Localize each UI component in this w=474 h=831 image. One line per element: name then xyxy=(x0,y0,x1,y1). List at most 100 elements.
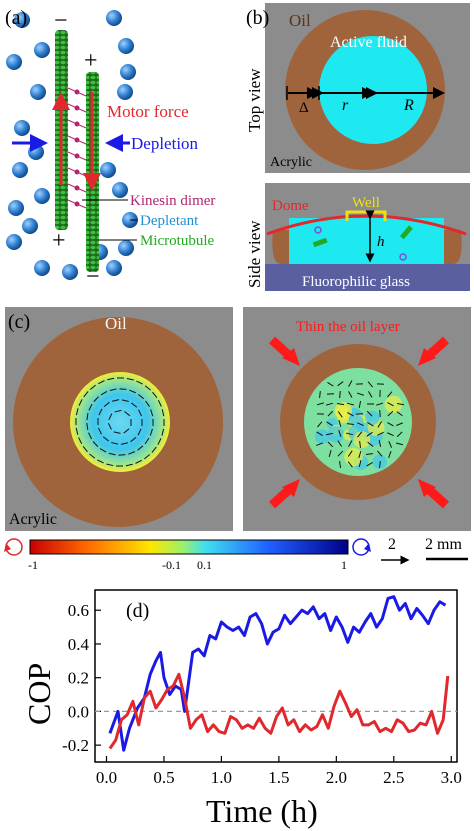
turbulence-arrow xyxy=(346,402,355,406)
vortex-arrow xyxy=(149,428,153,436)
vortex-arrow xyxy=(131,402,138,408)
glass-label: Fluorophilic glass xyxy=(302,274,410,290)
vortex-arrow xyxy=(157,438,162,445)
vortex-arrow xyxy=(75,427,79,435)
turbulence-arrow xyxy=(379,460,381,469)
turbulence-arrow xyxy=(345,432,354,436)
y-tick-label: 0.0 xyxy=(68,702,89,721)
vortex-arrow xyxy=(107,377,115,381)
turbulence-patch xyxy=(350,415,364,429)
turbulence-arrow xyxy=(357,422,364,427)
plus-sign-top: + xyxy=(84,48,98,74)
vortex-arrow xyxy=(119,388,127,390)
vortex-arrow xyxy=(97,427,102,435)
panel-a-label: (a) xyxy=(5,7,27,29)
ccw-rotation-arrowhead xyxy=(364,543,371,552)
turbulence-arrow xyxy=(338,420,342,428)
acrylic-label-b: Acrylic xyxy=(270,155,312,170)
well-label: Well xyxy=(352,195,380,211)
vortex-arrow xyxy=(137,393,145,400)
top-view-label: Top view xyxy=(245,68,264,132)
depletant-bead xyxy=(34,188,50,204)
depletant-beads xyxy=(6,10,138,280)
turbulence-arrow xyxy=(387,410,394,417)
depletant-side-2 xyxy=(399,253,407,261)
vortex-arrow xyxy=(89,384,97,390)
turbulence-patch xyxy=(314,429,330,444)
delta-label: Δ xyxy=(299,100,309,116)
fluorophilic-glass xyxy=(265,264,470,291)
vortex-arrow xyxy=(112,399,120,402)
vortex-arrow xyxy=(82,445,88,453)
turbulence-patch xyxy=(384,395,403,414)
vortex-arrow xyxy=(97,459,104,464)
turbulence-patch xyxy=(365,410,380,426)
turbulence-arrow xyxy=(359,440,361,449)
turbulence-arrow xyxy=(376,402,384,406)
thin-oil-label: Thin the oil layer xyxy=(296,319,400,335)
turbulence-arrow xyxy=(357,431,363,438)
turbulence-arrow xyxy=(316,402,324,406)
turbulence-arrow xyxy=(348,380,353,387)
dome-label: Dome xyxy=(272,198,309,214)
depletant-bead xyxy=(34,42,50,58)
thinning-arrows xyxy=(268,336,450,509)
turbulence-arrow xyxy=(358,460,362,468)
microtubule-label: Microtubule xyxy=(140,233,214,249)
vortex-arrow xyxy=(150,409,154,417)
turbulence-arrow xyxy=(358,450,362,458)
turbulence-patch xyxy=(353,431,371,449)
colorbar: -1 -0.1 0.1 1 2 2 mm xyxy=(4,536,468,572)
turbulence-arrow xyxy=(388,441,393,448)
depletant-bead xyxy=(118,38,134,54)
turbulence-arrow xyxy=(347,412,354,417)
colorbar-tick-1: 1 xyxy=(341,558,347,572)
turbulence-arrow xyxy=(337,450,344,457)
turbulence-arrow xyxy=(377,431,384,436)
turbulence-arrow xyxy=(387,391,393,398)
turbulence-arrow xyxy=(327,441,334,448)
turbulent-velocity-arrows xyxy=(314,380,405,470)
turbulence-arrow xyxy=(388,451,392,458)
active-fluid-label: Active fluid xyxy=(330,34,407,51)
panel-b-top: (b) Top view Oil Active fluid Δ r R Acry… xyxy=(245,3,470,173)
vortex-arrow xyxy=(161,409,165,417)
vortex-arrow xyxy=(126,377,134,381)
turbulence-arrow xyxy=(339,390,341,399)
x-tick-label: 3.0 xyxy=(441,768,462,787)
depletant-bead xyxy=(112,182,128,198)
vortex-arrow xyxy=(75,408,79,416)
turbulence-arrow xyxy=(368,391,373,398)
vortex-arrow xyxy=(100,390,108,396)
vortex-arrow xyxy=(83,391,89,398)
turbulence-arrow xyxy=(337,411,343,418)
turbulence-arrow xyxy=(358,400,362,409)
turbulence-arrow xyxy=(367,441,374,447)
depletant-bead xyxy=(14,12,30,28)
turbulence-arrow xyxy=(377,421,382,428)
depletant-bead xyxy=(14,120,30,136)
turbulence-arrow xyxy=(347,450,353,457)
minus-sign-top: − xyxy=(54,8,68,34)
y-tick-label: -0.2 xyxy=(62,736,89,755)
turbulence-arrow xyxy=(378,439,382,448)
depletant-bead xyxy=(120,64,136,80)
vortex-arrow xyxy=(138,409,143,417)
x-tick-label: 2.5 xyxy=(383,768,404,787)
vortex-arrow xyxy=(113,431,121,434)
vortex-arrow xyxy=(136,380,143,385)
vortex-arrow xyxy=(137,428,142,436)
microtubule-bundle-2 xyxy=(399,225,413,240)
turbulence-arrow xyxy=(367,381,373,388)
turbulence-arrow xyxy=(348,391,353,398)
vortex-arrow xyxy=(108,413,113,421)
turbulence-arrow xyxy=(396,422,403,426)
y-tick-label: 0.2 xyxy=(68,669,89,688)
turbulence-arrow xyxy=(366,431,373,437)
active-fluid-disk xyxy=(319,36,427,144)
depletant-bead xyxy=(12,162,28,178)
turbulence-arrow xyxy=(356,392,364,396)
turbulence-arrow xyxy=(316,431,323,436)
vortex-arrow xyxy=(157,399,162,407)
vortex-arrow xyxy=(111,442,119,445)
